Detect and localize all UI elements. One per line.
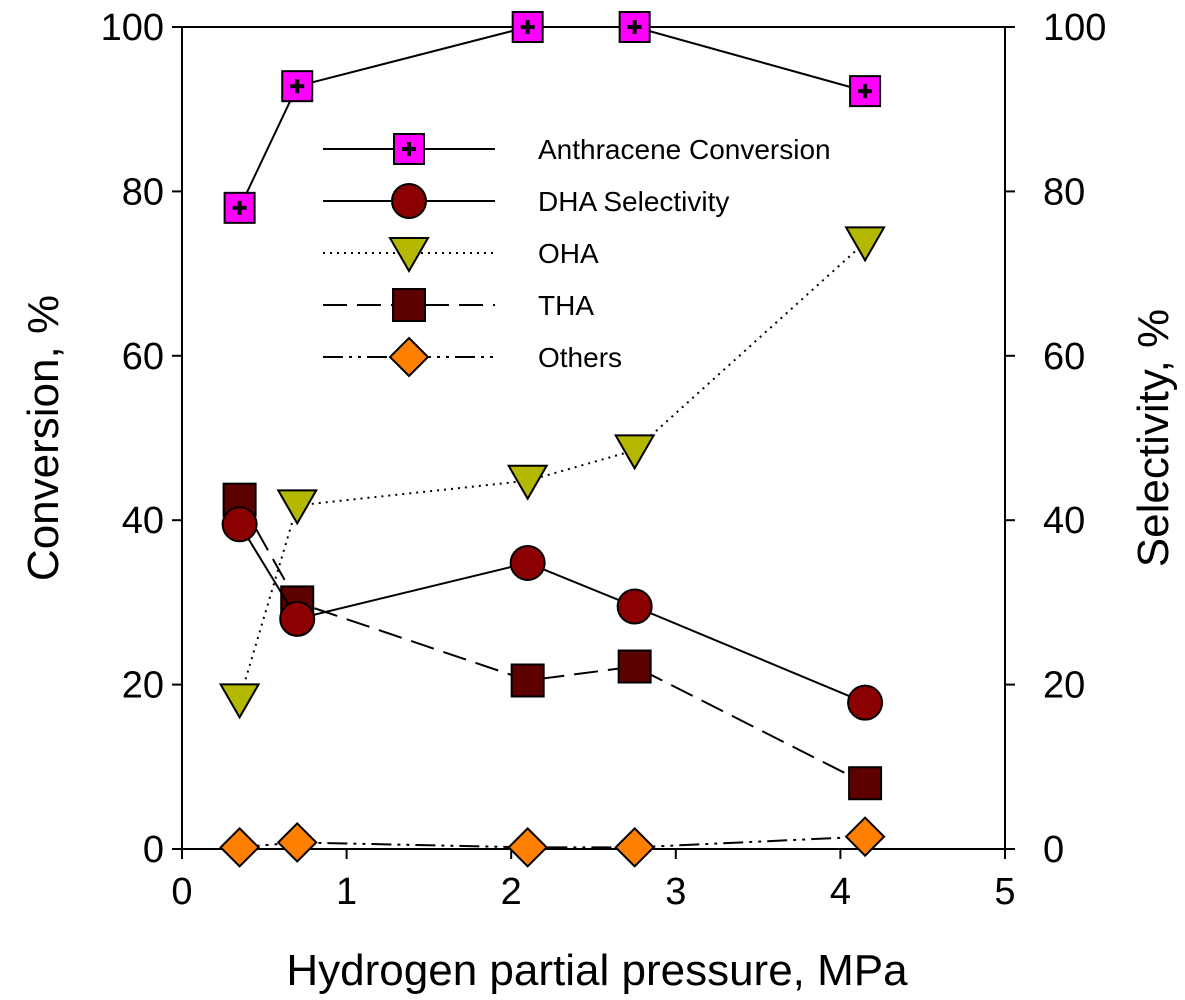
x-tick-label: 2 — [501, 871, 522, 913]
legend-entry: OHA — [323, 237, 599, 274]
data-point — [279, 600, 316, 637]
series-anthracene-conversion — [223, 11, 882, 224]
marker-circle — [221, 506, 258, 543]
data-point — [847, 684, 884, 721]
x-tick-label: 0 — [171, 871, 192, 913]
series-dha-selectivity — [221, 506, 884, 721]
series-line — [238, 523, 866, 704]
data-point — [511, 11, 544, 43]
marker-box — [511, 11, 544, 43]
x-tick-label: 3 — [665, 871, 686, 913]
marker-circle — [616, 588, 653, 625]
marker-circle — [509, 544, 546, 581]
y-left-tick-label: 40 — [122, 500, 164, 542]
legend-marker — [388, 237, 430, 274]
legend-marker — [391, 183, 427, 219]
marker-diamond — [614, 826, 656, 868]
legend-marker — [388, 336, 430, 378]
data-point — [614, 826, 656, 868]
marker-triangle — [276, 489, 318, 526]
marker-circle — [847, 684, 884, 721]
legend-label: Anthracene Conversion — [538, 134, 831, 165]
marker-triangle — [613, 434, 656, 471]
legend-label: DHA Selectivity — [538, 186, 729, 217]
marker-circle — [279, 600, 316, 637]
series-oha — [218, 226, 886, 720]
series-tha — [222, 482, 883, 801]
marker-diamond — [844, 816, 886, 858]
data-point — [849, 75, 882, 108]
series-line — [238, 499, 866, 785]
y-left-tick-label: 0 — [143, 829, 164, 871]
data-point — [219, 826, 261, 868]
data-point — [848, 766, 883, 801]
marker-square — [848, 766, 883, 801]
marker-triangle — [844, 226, 886, 263]
data-point — [617, 649, 652, 684]
marker-square — [510, 663, 545, 698]
data-point — [507, 826, 549, 868]
marker-triangle — [506, 464, 549, 501]
y-left-tick-label: 20 — [122, 665, 164, 707]
y-left-tick-label: 100 — [101, 7, 164, 49]
x-tick-label: 4 — [830, 871, 851, 913]
marker-diamond — [507, 826, 549, 868]
legend-label: Others — [538, 342, 622, 373]
legend-label: THA — [538, 290, 594, 321]
data-point — [509, 544, 546, 581]
y-right-tick-label: 80 — [1043, 171, 1085, 213]
data-point — [844, 226, 886, 263]
y-axis-title-right: Selectivity, % — [1129, 309, 1178, 567]
data-point — [616, 588, 653, 625]
data-point — [221, 506, 258, 543]
legend-marker — [392, 288, 426, 322]
y-right-tick-label: 100 — [1043, 7, 1106, 49]
series-others — [219, 816, 886, 868]
legend-entry: Anthracene Conversion — [323, 133, 831, 165]
data-point — [223, 191, 256, 224]
data-point — [510, 663, 545, 698]
y-left-tick-label: 60 — [122, 336, 164, 378]
legend-marker — [393, 133, 425, 165]
x-axis-title: Hydrogen partial pressure, MPa — [286, 946, 908, 995]
y-right-tick-label: 60 — [1043, 336, 1085, 378]
marker-square — [617, 649, 652, 684]
y-left-tick-label: 80 — [122, 171, 164, 213]
marker-box — [223, 191, 256, 224]
legend-entry: DHA Selectivity — [323, 183, 729, 219]
series-line — [238, 26, 866, 209]
marker-circle — [391, 183, 427, 219]
legend-entry: THA — [323, 288, 594, 322]
data-point — [281, 70, 314, 103]
data-point — [618, 11, 651, 43]
y-axis-title-left: Conversion, % — [19, 295, 68, 581]
marker-diamond — [388, 336, 430, 378]
x-tick-label: 1 — [336, 871, 357, 913]
y-right-tick-label: 20 — [1043, 665, 1085, 707]
legend-entry: Others — [323, 336, 622, 378]
x-tick-label: 5 — [994, 871, 1015, 913]
data-point — [506, 464, 549, 501]
legend: Anthracene Conversion DHA Selectivity OHA T… — [323, 133, 831, 378]
y-right-tick-label: 40 — [1043, 500, 1085, 542]
y-right-tick-label: 0 — [1043, 829, 1064, 871]
data-point — [276, 822, 318, 863]
marker-square — [392, 288, 426, 322]
data-point — [613, 434, 656, 471]
data-point — [218, 683, 261, 720]
data-point — [844, 816, 886, 858]
series-group — [218, 11, 886, 868]
marker-triangle — [388, 237, 430, 274]
data-point — [276, 489, 318, 526]
marker-diamond — [276, 822, 318, 863]
series-line — [239, 835, 866, 849]
marker-triangle — [218, 683, 261, 720]
marker-diamond — [219, 826, 261, 868]
legend-label: OHA — [538, 238, 599, 269]
